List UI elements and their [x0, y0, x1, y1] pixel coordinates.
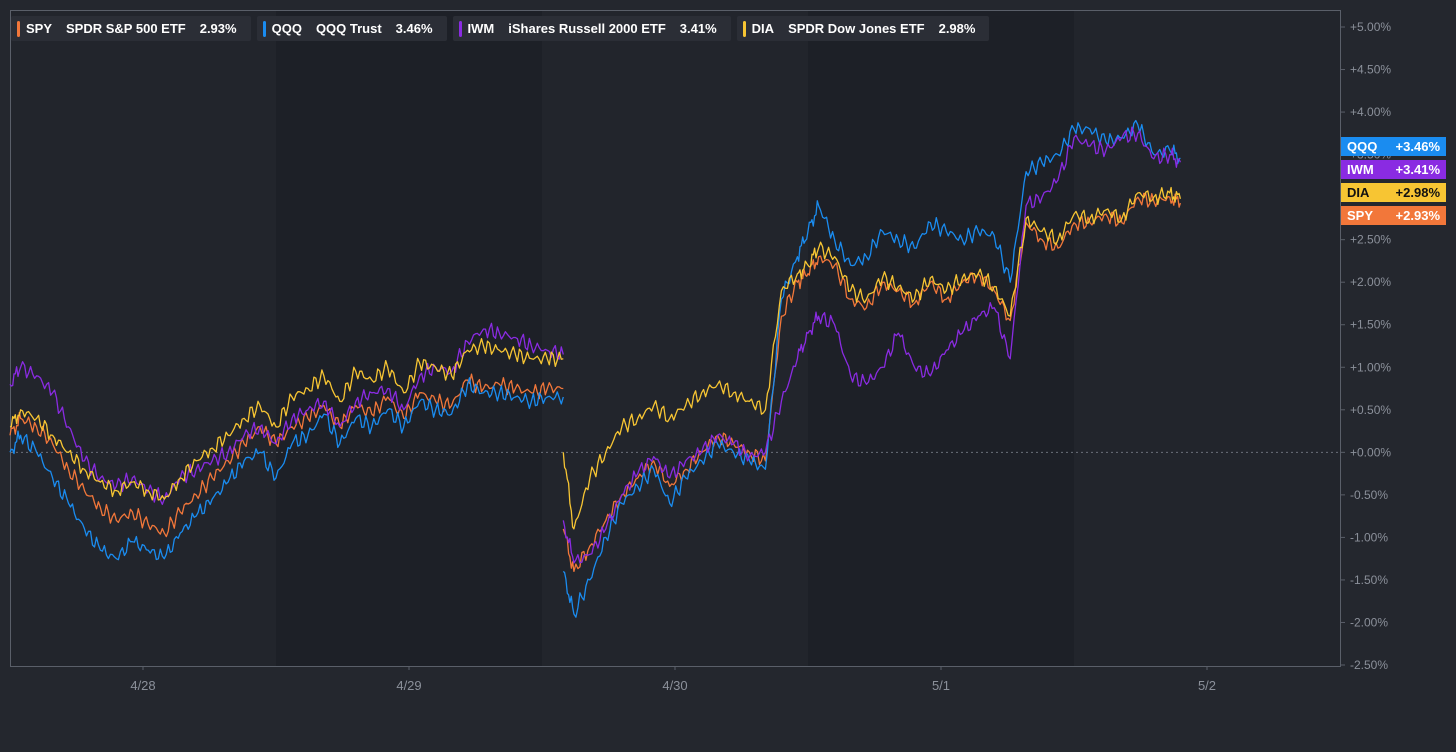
series-line-spy — [562, 192, 1182, 573]
y-tick-label: +2.50% — [1350, 233, 1391, 247]
badge-value: +3.41% — [1395, 162, 1440, 177]
y-tick-label: +0.50% — [1350, 403, 1391, 417]
x-tick-label: 4/29 — [396, 678, 421, 693]
legend-item-dia[interactable]: DIA SPDR Dow Jones ETF 2.98% — [736, 16, 990, 41]
x-tick-label: 4/28 — [130, 678, 155, 693]
session-bands — [10, 11, 1340, 666]
legend-item-iwm[interactable]: IWM iShares Russell 2000 ETF 3.41% — [452, 16, 731, 41]
badge-qqq: QQQ +3.46% — [1341, 137, 1446, 156]
legend-value: 3.46% — [395, 21, 433, 36]
badge-spy: SPY +2.93% — [1341, 206, 1446, 225]
legend-swatch — [17, 20, 20, 37]
badge-iwm: IWM +3.41% — [1341, 160, 1446, 179]
legend-ticker: SPY — [26, 21, 53, 36]
series-line-iwm — [9, 322, 564, 506]
series-lines — [9, 119, 1182, 618]
series-line-dia — [562, 186, 1182, 530]
badge-ticker: DIA — [1347, 185, 1370, 200]
session-band — [808, 11, 1074, 666]
y-axis: +5.00%+4.50%+4.00%+3.50%+3.00%+2.50%+2.0… — [1340, 20, 1391, 672]
y-tick-label: +1.00% — [1350, 360, 1391, 374]
y-tick-label: +2.00% — [1350, 275, 1391, 289]
legend-ticker: IWM — [467, 21, 495, 36]
legend-name: SPDR S&P 500 ETF — [66, 21, 186, 36]
legend-swatch — [262, 20, 266, 37]
legend-item-spy[interactable]: SPY SPDR S&P 500 ETF 2.93% — [11, 16, 251, 41]
legend-ticker: DIA — [751, 21, 775, 36]
y-tick-label: +5.00% — [1350, 20, 1391, 34]
x-axis: 4/28 4/29 4/30 5/1 5/2 — [130, 666, 1216, 693]
legend-name: SPDR Dow Jones ETF — [788, 21, 925, 36]
y-tick-label: -1.50% — [1350, 573, 1388, 587]
badge-ticker: SPY — [1347, 208, 1374, 223]
badge-ticker: QQQ — [1347, 139, 1378, 154]
y-tick-label: +1.50% — [1350, 318, 1391, 332]
badge-value: +3.46% — [1395, 139, 1440, 154]
badge-ticker: IWM — [1347, 162, 1374, 177]
legend-ticker: QQQ — [271, 21, 302, 36]
legend-name: QQQ Trust — [315, 21, 382, 36]
x-tick-label: 4/30 — [662, 678, 687, 693]
legend-swatch — [458, 20, 462, 37]
session-band — [542, 11, 808, 666]
badge-value: +2.93% — [1395, 208, 1440, 223]
series-line-qqq — [9, 377, 564, 561]
y-tick-label: +4.00% — [1350, 105, 1391, 119]
legend-item-qqq[interactable]: QQQ QQQ Trust 3.46% — [256, 16, 447, 41]
badge-dia: DIA +2.98% — [1341, 183, 1446, 202]
y-tick-label: -2.50% — [1350, 658, 1388, 672]
series-line-iwm — [562, 126, 1181, 564]
legend-value: 2.98% — [938, 21, 976, 36]
legend: SPY SPDR S&P 500 ETF 2.93% QQQ QQQ Trust 3.46… — [11, 16, 990, 41]
session-band — [1074, 11, 1340, 666]
legend-name: iShares Russell 2000 ETF — [508, 21, 666, 36]
session-band — [276, 11, 542, 666]
y-tick-label: -1.00% — [1350, 530, 1388, 544]
series-line-dia — [9, 338, 564, 501]
y-tick-label: -0.50% — [1350, 488, 1388, 502]
legend-value: 3.41% — [679, 21, 717, 36]
y-tick-label: +0.00% — [1350, 445, 1391, 459]
series-line-qqq — [562, 119, 1181, 618]
x-tick-label: 5/2 — [1198, 678, 1216, 693]
x-tick-label: 5/1 — [932, 678, 950, 693]
y-tick-label: +4.50% — [1350, 63, 1391, 77]
badge-value: +2.98% — [1395, 185, 1440, 200]
session-band — [10, 11, 276, 666]
legend-value: 2.93% — [199, 21, 237, 36]
legend-swatch — [742, 20, 746, 37]
y-tick-label: -2.00% — [1350, 615, 1388, 629]
